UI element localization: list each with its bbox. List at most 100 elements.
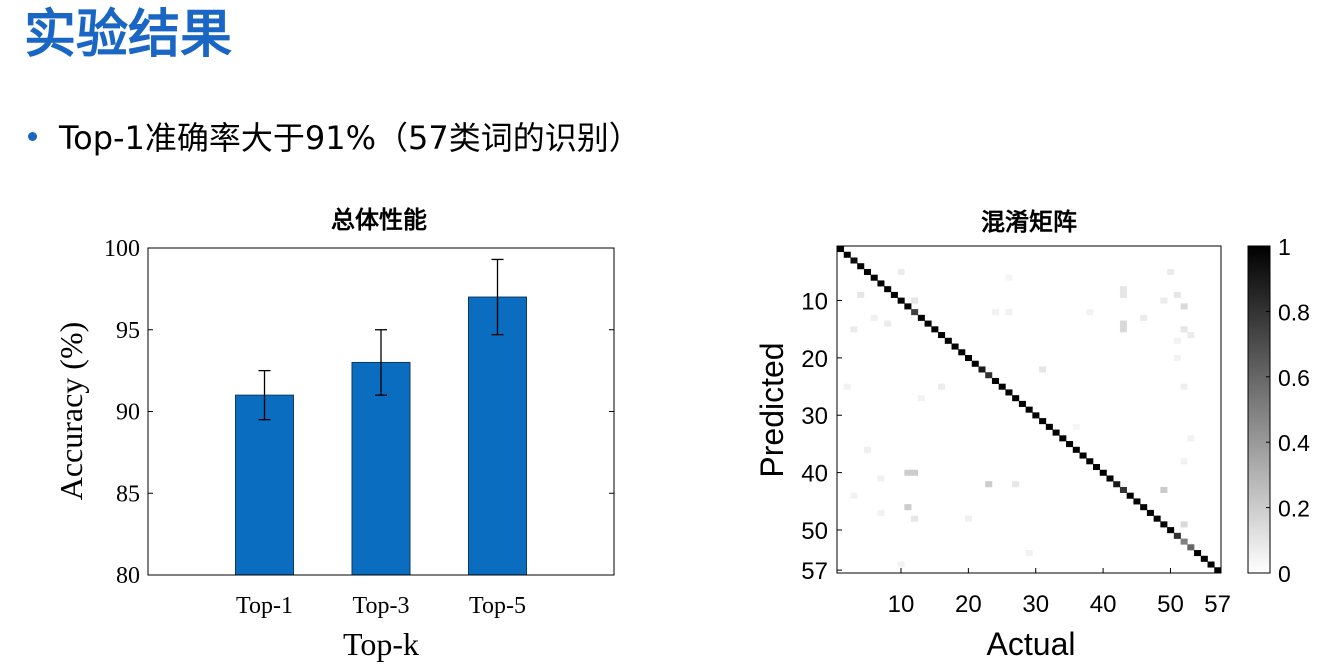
cm-cell: [863, 446, 871, 453]
cm-cell-diagonal: [1173, 532, 1181, 539]
cm-cells: [837, 246, 1222, 574]
cm-cell: [877, 509, 885, 516]
cm-cell-diagonal: [1052, 429, 1060, 436]
cm-cell-diagonal: [931, 326, 939, 333]
cm-cell: [857, 291, 865, 298]
cm-cell: [850, 326, 858, 333]
cm-cell: [870, 314, 878, 321]
cm-cell-diagonal: [1066, 441, 1074, 448]
cm-y-tick-label: 57: [801, 558, 828, 585]
cm-cell: [1012, 481, 1020, 488]
cm-cell-diagonal: [850, 257, 858, 264]
bullet-text: Top-1准确率大于91%（57类词的识别）: [59, 119, 641, 157]
cm-cell-diagonal: [863, 268, 871, 275]
cm-title: 混淆矩阵: [981, 208, 1077, 236]
cm-cell: [1005, 274, 1013, 281]
cm-x-tick-label: 10: [888, 591, 915, 618]
cm-cell: [904, 469, 912, 476]
bar-y-ticks: 80 85 90 95 100: [104, 236, 614, 589]
colorbar-tick-label: 0: [1278, 561, 1291, 587]
cm-cell-diagonal: [870, 274, 878, 281]
cm-cell: [991, 309, 999, 316]
bar-x-tick-label: Top-3: [353, 593, 410, 619]
cm-plot-frame: [836, 245, 1222, 574]
bar-y-tick-label: 95: [116, 318, 140, 344]
bar-chart-title: 总体性能: [331, 206, 427, 234]
cm-cell-diagonal: [1119, 486, 1127, 493]
cm-cell: [843, 383, 851, 390]
cm-cell: [1119, 286, 1127, 293]
cm-ticks: 10 20 30 40 50 57 10 20 30 40 50 57: [801, 289, 1231, 619]
cm-y-tick-label: 30: [801, 403, 828, 430]
cm-cell-diagonal: [1113, 481, 1121, 488]
cm-x-axis-label: Actual: [987, 626, 1076, 662]
bar-x-tick-labels: Top-1 Top-3 Top-5: [236, 593, 526, 619]
cm-cell-diagonal: [951, 343, 959, 350]
cm-y-tick-label: 40: [801, 461, 828, 488]
cm-cell-diagonal: [877, 280, 885, 287]
cm-cell-diagonal: [944, 337, 952, 344]
cm-cell-diagonal: [971, 360, 979, 367]
cm-cell: [1039, 366, 1047, 373]
cm-cell-diagonal: [1200, 555, 1208, 562]
cm-cell-diagonal: [1059, 435, 1067, 442]
cm-cell: [1119, 291, 1127, 298]
bar-y-tick-label: 80: [116, 563, 140, 589]
cm-cell: [1180, 458, 1188, 465]
cm-cell-diagonal: [843, 251, 851, 258]
bar-plot-frame: [147, 247, 615, 576]
bar-top-5: [468, 296, 527, 576]
cm-cell-diagonal: [1140, 504, 1148, 511]
cm-cell: [1180, 303, 1188, 310]
cm-cell: [904, 504, 912, 511]
cm-cell-diagonal: [1187, 544, 1195, 551]
cm-cell: [850, 492, 858, 499]
cm-cell: [1140, 314, 1148, 321]
cm-cell: [917, 395, 925, 402]
slide-title: 实验结果: [24, 5, 233, 65]
cm-cell: [1086, 309, 1094, 316]
cm-cell-diagonal: [938, 332, 946, 339]
colorbar-tick-label: 0.4: [1278, 430, 1310, 456]
cm-cell-diagonal: [837, 246, 845, 253]
cm-cell-diagonal: [911, 309, 919, 316]
cm-cell-diagonal: [1025, 406, 1033, 413]
cm-cell: [897, 268, 905, 275]
cm-cell-diagonal: [1079, 452, 1087, 459]
cm-x-tick-label: 30: [1022, 591, 1049, 618]
cm-cell-diagonal: [965, 355, 973, 362]
bar-y-tick-label: 85: [116, 481, 140, 507]
colorbar-tick-label: 1: [1278, 234, 1291, 260]
cm-cell-diagonal: [904, 303, 912, 310]
bar-x-axis-label: Top-k: [343, 626, 419, 662]
bar-top-1: [235, 394, 294, 576]
colorbar-tick-label: 0.8: [1278, 299, 1310, 325]
cm-cell: [1025, 550, 1033, 557]
cm-cell-diagonal: [1106, 475, 1114, 482]
cm-cell-diagonal: [985, 372, 993, 379]
bar-error-bars: [258, 258, 504, 421]
cm-cell-diagonal: [890, 291, 898, 298]
cm-cell-diagonal: [1133, 498, 1141, 505]
cm-y-axis-label: Predicted: [754, 342, 790, 477]
cm-x-tick-label: 50: [1157, 591, 1184, 618]
cm-cell: [1180, 521, 1188, 528]
colorbar-tick-label: 0.6: [1278, 365, 1310, 391]
cm-y-tick-label: 20: [801, 346, 828, 373]
cm-cell: [1180, 383, 1188, 390]
cm-cell-diagonal: [1012, 395, 1020, 402]
cm-cell-diagonal: [1153, 515, 1161, 522]
cm-cell: [897, 561, 905, 568]
cm-cell-diagonal: [998, 383, 1006, 390]
cm-cell-diagonal: [1072, 446, 1080, 453]
cm-cell: [938, 383, 946, 390]
cm-cell: [911, 469, 919, 476]
cm-cell-diagonal: [958, 349, 966, 356]
cm-cell: [965, 515, 973, 522]
cm-cell-diagonal: [1207, 561, 1215, 568]
cm-cell-diagonal: [917, 314, 925, 321]
bar-chart: 总体性能 80 85 90 95 100 Top-1 Top-3 Top-5 Top-k A…: [53, 206, 615, 662]
cm-cell-diagonal: [1167, 527, 1175, 534]
